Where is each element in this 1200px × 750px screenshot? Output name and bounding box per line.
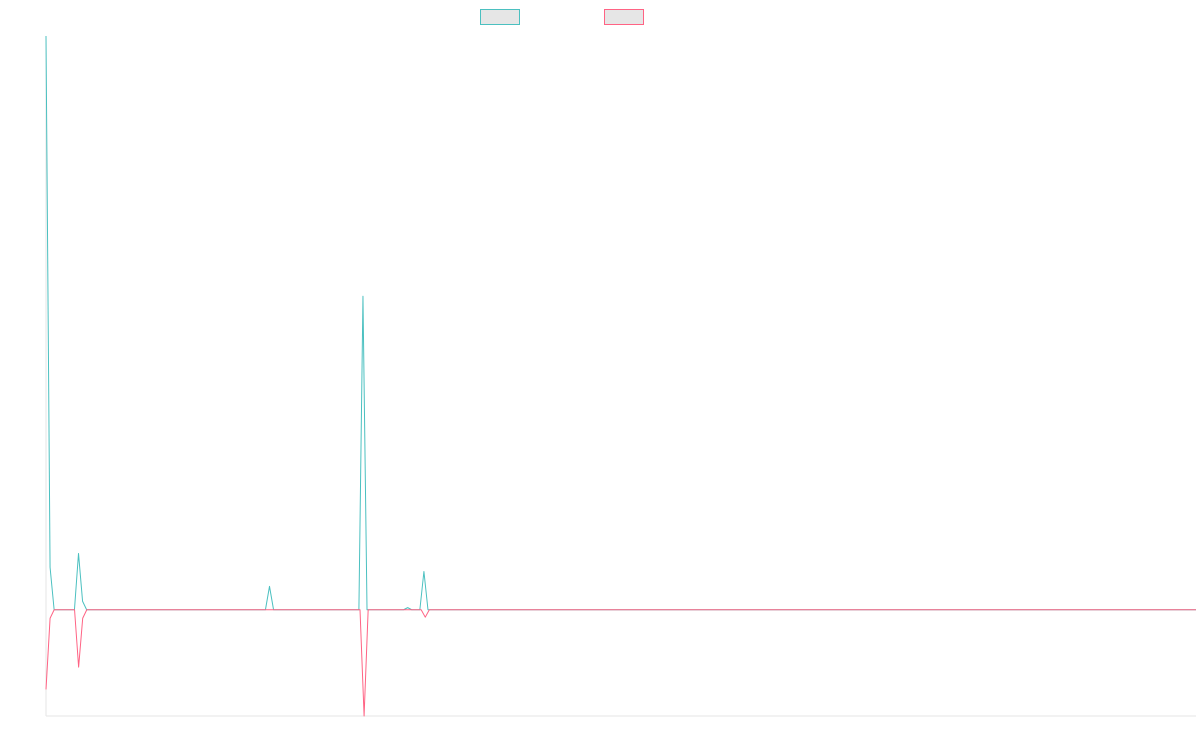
legend-swatch-series-1: [480, 9, 520, 25]
series-layer: [45, 35, 1196, 717]
series-1-line: [45, 35, 1196, 611]
legend: [0, 9, 1200, 29]
series-2-line: [45, 609, 1196, 717]
legend-swatch-series-2: [604, 9, 644, 25]
